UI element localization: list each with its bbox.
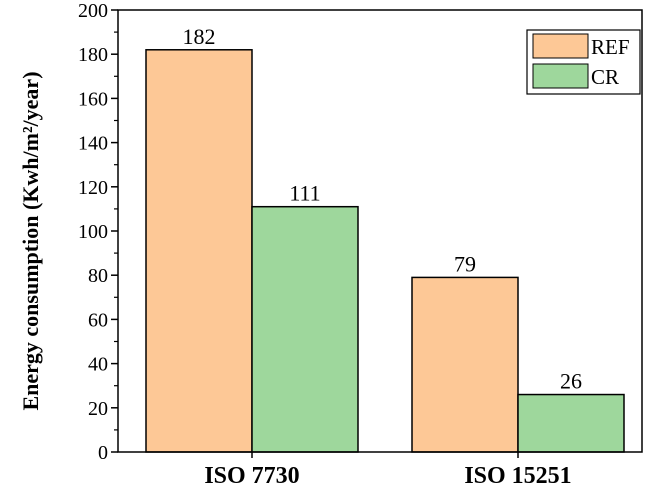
x-tick-label-1: ISO 7730: [204, 463, 299, 489]
y-tick-label-160: 160: [78, 88, 108, 110]
legend-label-ref: REF: [591, 35, 630, 59]
y-tick-label-0: 0: [98, 442, 108, 464]
data-label-cr-1: 111: [289, 181, 320, 206]
data-labels-layer: 182 111 79 26: [183, 24, 583, 394]
x-tick-label-2: ISO 15251: [464, 463, 571, 489]
y-tick-label-20: 20: [88, 398, 108, 420]
bars-layer: [145, 49, 625, 453]
legend-label-cr: CR: [591, 65, 619, 89]
y-tick-label-60: 60: [88, 309, 108, 331]
axes-layer: ISO 7730 ISO 15251 0 20 40 60 80 100 120 140 160 18…: [78, 0, 643, 489]
bar-ref-2: [411, 276, 519, 453]
y-tick-label-200: 200: [78, 0, 108, 22]
bar-ref-1: [145, 49, 253, 453]
legend-swatch-cr: [532, 63, 589, 89]
y-tick-label-120: 120: [78, 177, 108, 199]
legend: REF CR: [526, 29, 641, 95]
bar-cr-1: [251, 205, 359, 453]
data-label-ref-2: 79: [454, 251, 476, 276]
data-label-ref-1: 182: [183, 24, 216, 49]
y-tick-label-180: 180: [78, 44, 108, 66]
y-axis-label: Energy consumption (Kwh/m²/year): [18, 71, 43, 410]
y-tick-label-140: 140: [78, 133, 108, 155]
y-tick-label-40: 40: [88, 354, 108, 376]
y-tick-label-100: 100: [78, 221, 108, 243]
bar-cr-2: [517, 393, 625, 453]
data-label-cr-2: 26: [560, 369, 582, 394]
y-tick-label-80: 80: [88, 265, 108, 287]
legend-swatch-ref: [532, 33, 589, 59]
y-axis-label-group: Energy consumption (Kwh/m²/year): [18, 71, 43, 410]
